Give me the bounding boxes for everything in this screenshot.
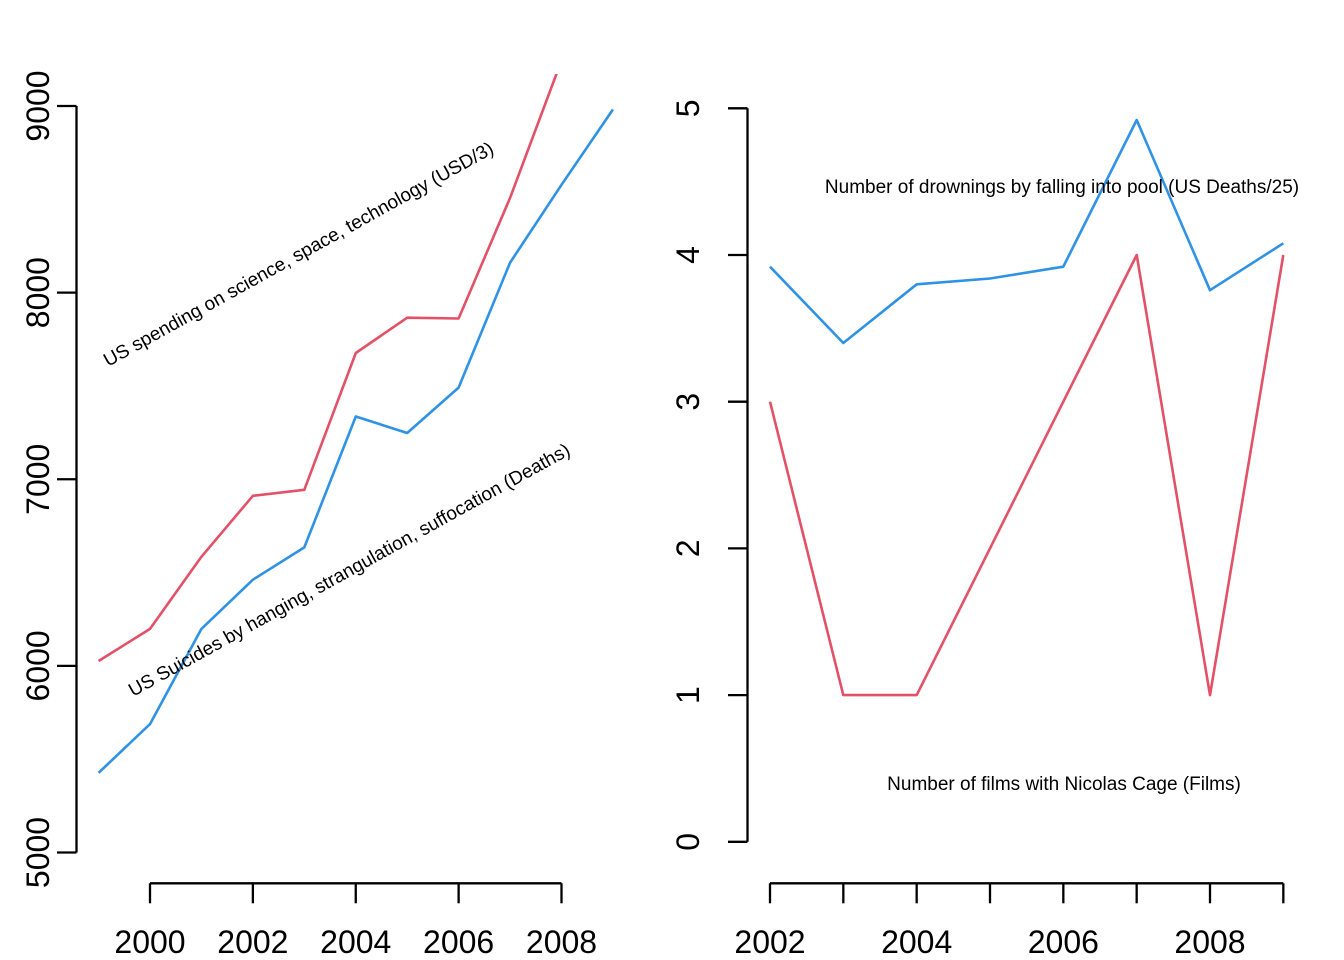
science-vs-suicides-x-tick-label: 2004 [320,924,391,960]
cage-films-line [768,253,1285,697]
cage-vs-drownings-y-tick-label: 0 [670,833,706,851]
cage-vs-drownings-x-tick-label: 2004 [881,924,952,960]
cage-vs-drownings-y-tick-label: 2 [670,540,706,558]
right-chart: 0 1 2 3 4 5 2002 2004 2006 2008 Number of drowning… [670,99,1299,960]
cage-films-label: Number of films with Nicolas Cage (Films… [887,774,1241,795]
cage-vs-drownings-y-tick-label: 3 [670,393,706,411]
science-vs-suicides-y-tick-label: 5000 [20,817,56,888]
pool-drownings-label: Number of drownings by falling into pool… [825,177,1299,198]
science-vs-suicides-y-tick-label: 6000 [20,630,56,701]
science-vs-suicides-x-tick-label: 2000 [114,924,185,960]
cage-vs-drownings-x-tick-label: 2006 [1028,924,1099,960]
cage-vs-drownings-y-tick-label: 4 [670,246,706,264]
hanging-suicides-line [97,108,614,774]
science-vs-suicides-y-tick-label: 9000 [20,70,56,141]
cage-vs-drownings-y-tick-label: 1 [670,686,706,704]
pool-drownings-line [769,118,1285,345]
science-vs-suicides-y-tick-label: 7000 [20,444,56,515]
science-vs-suicides-x-tick-label: 2008 [526,924,597,960]
cage-vs-drownings-x-tick-label: 2008 [1174,924,1245,960]
cage-vs-drownings-x-tick-label: 2002 [734,924,805,960]
cage-vs-drownings-y-tick-label: 5 [670,99,706,117]
science-vs-suicides-y-tick-label: 8000 [20,257,56,328]
left-chart: 5000 6000 7000 8000 9000 2000 2002 2004 2006 2008… [20,70,614,960]
science-spending-label: US spending on science, space, technolog… [100,138,497,371]
science-spending-line [97,74,558,663]
science-vs-suicides-x-tick-label: 2006 [423,924,494,960]
science-vs-suicides-x-tick-label: 2002 [217,924,288,960]
